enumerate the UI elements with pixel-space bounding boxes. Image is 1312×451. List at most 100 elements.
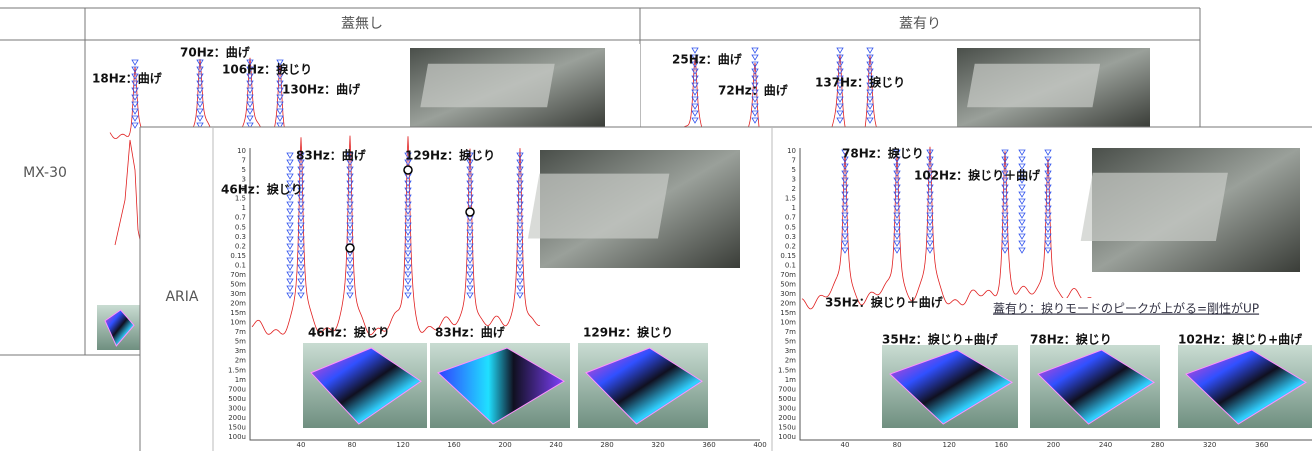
y-tick-label: 5 bbox=[242, 166, 246, 174]
y-tick-label: 0.5 bbox=[785, 223, 796, 231]
y-tick-label: 7m bbox=[235, 328, 246, 336]
x-tick-label: 360 bbox=[702, 441, 715, 449]
y-tick-label: 50m bbox=[230, 280, 246, 288]
x-tick-label: 240 bbox=[549, 441, 562, 449]
annotation: 137Hz：捩じり bbox=[815, 75, 905, 90]
y-tick-label: 20m bbox=[780, 300, 796, 308]
y-tick-label: 10 bbox=[787, 147, 796, 155]
y-tick-label: 1.5 bbox=[785, 195, 796, 203]
y-tick-label: 1m bbox=[785, 376, 796, 384]
y-tick-label: 200u bbox=[228, 414, 246, 422]
x-tick-label: 320 bbox=[651, 441, 664, 449]
y-tick-label: 2m bbox=[235, 357, 246, 365]
y-tick-label: 0.7 bbox=[785, 214, 796, 222]
x-tick-label: 200 bbox=[498, 441, 511, 449]
y-tick-label: 70m bbox=[780, 271, 796, 279]
x-tick-label: 360 bbox=[1255, 441, 1268, 449]
y-tick-label: 2 bbox=[792, 185, 796, 193]
y-tick-label: 1.5m bbox=[778, 366, 796, 374]
y-tick-label: 0.15 bbox=[230, 252, 246, 260]
annotation: 72Hz：曲げ bbox=[718, 83, 789, 98]
x-tick-label: 160 bbox=[995, 441, 1008, 449]
y-tick-label: 50m bbox=[780, 280, 796, 288]
x-tick-label: 320 bbox=[1203, 441, 1216, 449]
annotation: 25Hz：曲げ bbox=[672, 52, 743, 67]
x-tick-label: 200 bbox=[1047, 441, 1060, 449]
peak-marker bbox=[346, 244, 354, 252]
row-label: MX-30 bbox=[23, 165, 67, 181]
slide: 蓋無し 蓋有り MX-30 70Hz：曲げ18Hz：曲げ106Hz：捩じり130… bbox=[0, 0, 1312, 451]
photo-part bbox=[1081, 173, 1228, 241]
photo-part bbox=[528, 174, 669, 239]
y-tick-label: 300u bbox=[228, 404, 246, 412]
mode-label: 78Hz：捩じり bbox=[1030, 332, 1112, 347]
x-tick-label: 40 bbox=[841, 441, 850, 449]
x-tick-label: 240 bbox=[1099, 441, 1112, 449]
column-header: 蓋有り bbox=[899, 16, 941, 32]
annotation: 70Hz：曲げ bbox=[180, 45, 251, 60]
y-tick-label: 7 bbox=[242, 157, 246, 165]
y-tick-label: 10m bbox=[230, 319, 246, 327]
column-header: 蓋無し bbox=[341, 16, 383, 32]
y-tick-label: 3m bbox=[785, 347, 796, 355]
x-tick-label: 400 bbox=[753, 441, 766, 449]
annotation: 83Hz：曲げ bbox=[296, 148, 367, 163]
y-tick-label: 3 bbox=[792, 176, 796, 184]
y-tick-label: 1m bbox=[235, 376, 246, 384]
peak-marker bbox=[404, 166, 412, 174]
y-tick-label: 3m bbox=[235, 347, 246, 355]
x-tick-label: 160 bbox=[447, 441, 460, 449]
x-tick-label: 120 bbox=[943, 441, 956, 449]
y-tick-label: 0.1 bbox=[235, 261, 246, 269]
y-tick-label: 0.3 bbox=[785, 233, 796, 241]
mode-label: 129Hz：捩じり bbox=[583, 325, 673, 340]
x-tick-label: 120 bbox=[396, 441, 409, 449]
mode-label: 46Hz：捩じり bbox=[308, 325, 390, 340]
y-tick-label: 100u bbox=[228, 433, 246, 441]
y-tick-label: 700u bbox=[228, 385, 246, 393]
row-label: ARIA bbox=[165, 289, 198, 305]
annotation: 18Hz：曲げ bbox=[92, 71, 163, 86]
peak-marker bbox=[466, 208, 474, 216]
annotation: 106Hz：捩じり bbox=[222, 62, 312, 77]
y-tick-label: 0.3 bbox=[235, 233, 246, 241]
mode-label: 102Hz：捩じり+曲げ bbox=[1178, 332, 1303, 347]
y-tick-label: 300u bbox=[778, 404, 796, 412]
annotation: 102Hz：捩じり＋曲げ bbox=[914, 168, 1041, 183]
y-tick-label: 30m bbox=[230, 290, 246, 298]
y-tick-label: 15m bbox=[230, 309, 246, 317]
note: 蓋有り：捩りモードのピークが上がる=剛性がUP bbox=[993, 301, 1259, 316]
x-tick-label: 40 bbox=[297, 441, 306, 449]
y-tick-label: 150u bbox=[228, 423, 246, 431]
y-tick-label: 0.2 bbox=[785, 242, 796, 250]
y-tick-label: 5m bbox=[235, 338, 246, 346]
y-tick-label: 0.2 bbox=[235, 242, 246, 250]
x-tick-label: 280 bbox=[1151, 441, 1164, 449]
x-tick-label: 280 bbox=[600, 441, 613, 449]
y-tick-label: 1 bbox=[242, 204, 246, 212]
x-tick-label: 80 bbox=[893, 441, 902, 449]
annotation: 130Hz：曲げ bbox=[282, 82, 361, 97]
y-tick-label: 1 bbox=[792, 204, 796, 212]
y-tick-label: 500u bbox=[778, 395, 796, 403]
annotation: 129Hz：捩じり bbox=[405, 148, 495, 163]
y-tick-label: 0.15 bbox=[780, 252, 796, 260]
y-tick-label: 15m bbox=[780, 309, 796, 317]
y-tick-label: 150u bbox=[778, 423, 796, 431]
annotation: 78Hz：捩じり bbox=[842, 146, 924, 161]
y-tick-label: 200u bbox=[778, 414, 796, 422]
y-tick-label: 5m bbox=[785, 338, 796, 346]
panels: 70Hz：曲げ18Hz：曲げ106Hz：捩じり130Hz：曲げ25Hz：曲げ72… bbox=[88, 44, 1312, 451]
y-tick-label: 10 bbox=[237, 147, 246, 155]
y-tick-label: 100u bbox=[778, 433, 796, 441]
annotation: 46Hz：捩じり bbox=[221, 182, 303, 197]
y-tick-label: 7m bbox=[785, 328, 796, 336]
y-tick-label: 0.1 bbox=[785, 261, 796, 269]
y-tick-label: 7 bbox=[792, 157, 796, 165]
frf-curve bbox=[115, 140, 140, 245]
y-tick-label: 10m bbox=[780, 319, 796, 327]
mode-label: 35Hz：捩じり+曲げ bbox=[882, 332, 999, 347]
photo-part bbox=[967, 64, 1100, 107]
y-tick-label: 700u bbox=[778, 385, 796, 393]
x-tick-label: 80 bbox=[348, 441, 357, 449]
